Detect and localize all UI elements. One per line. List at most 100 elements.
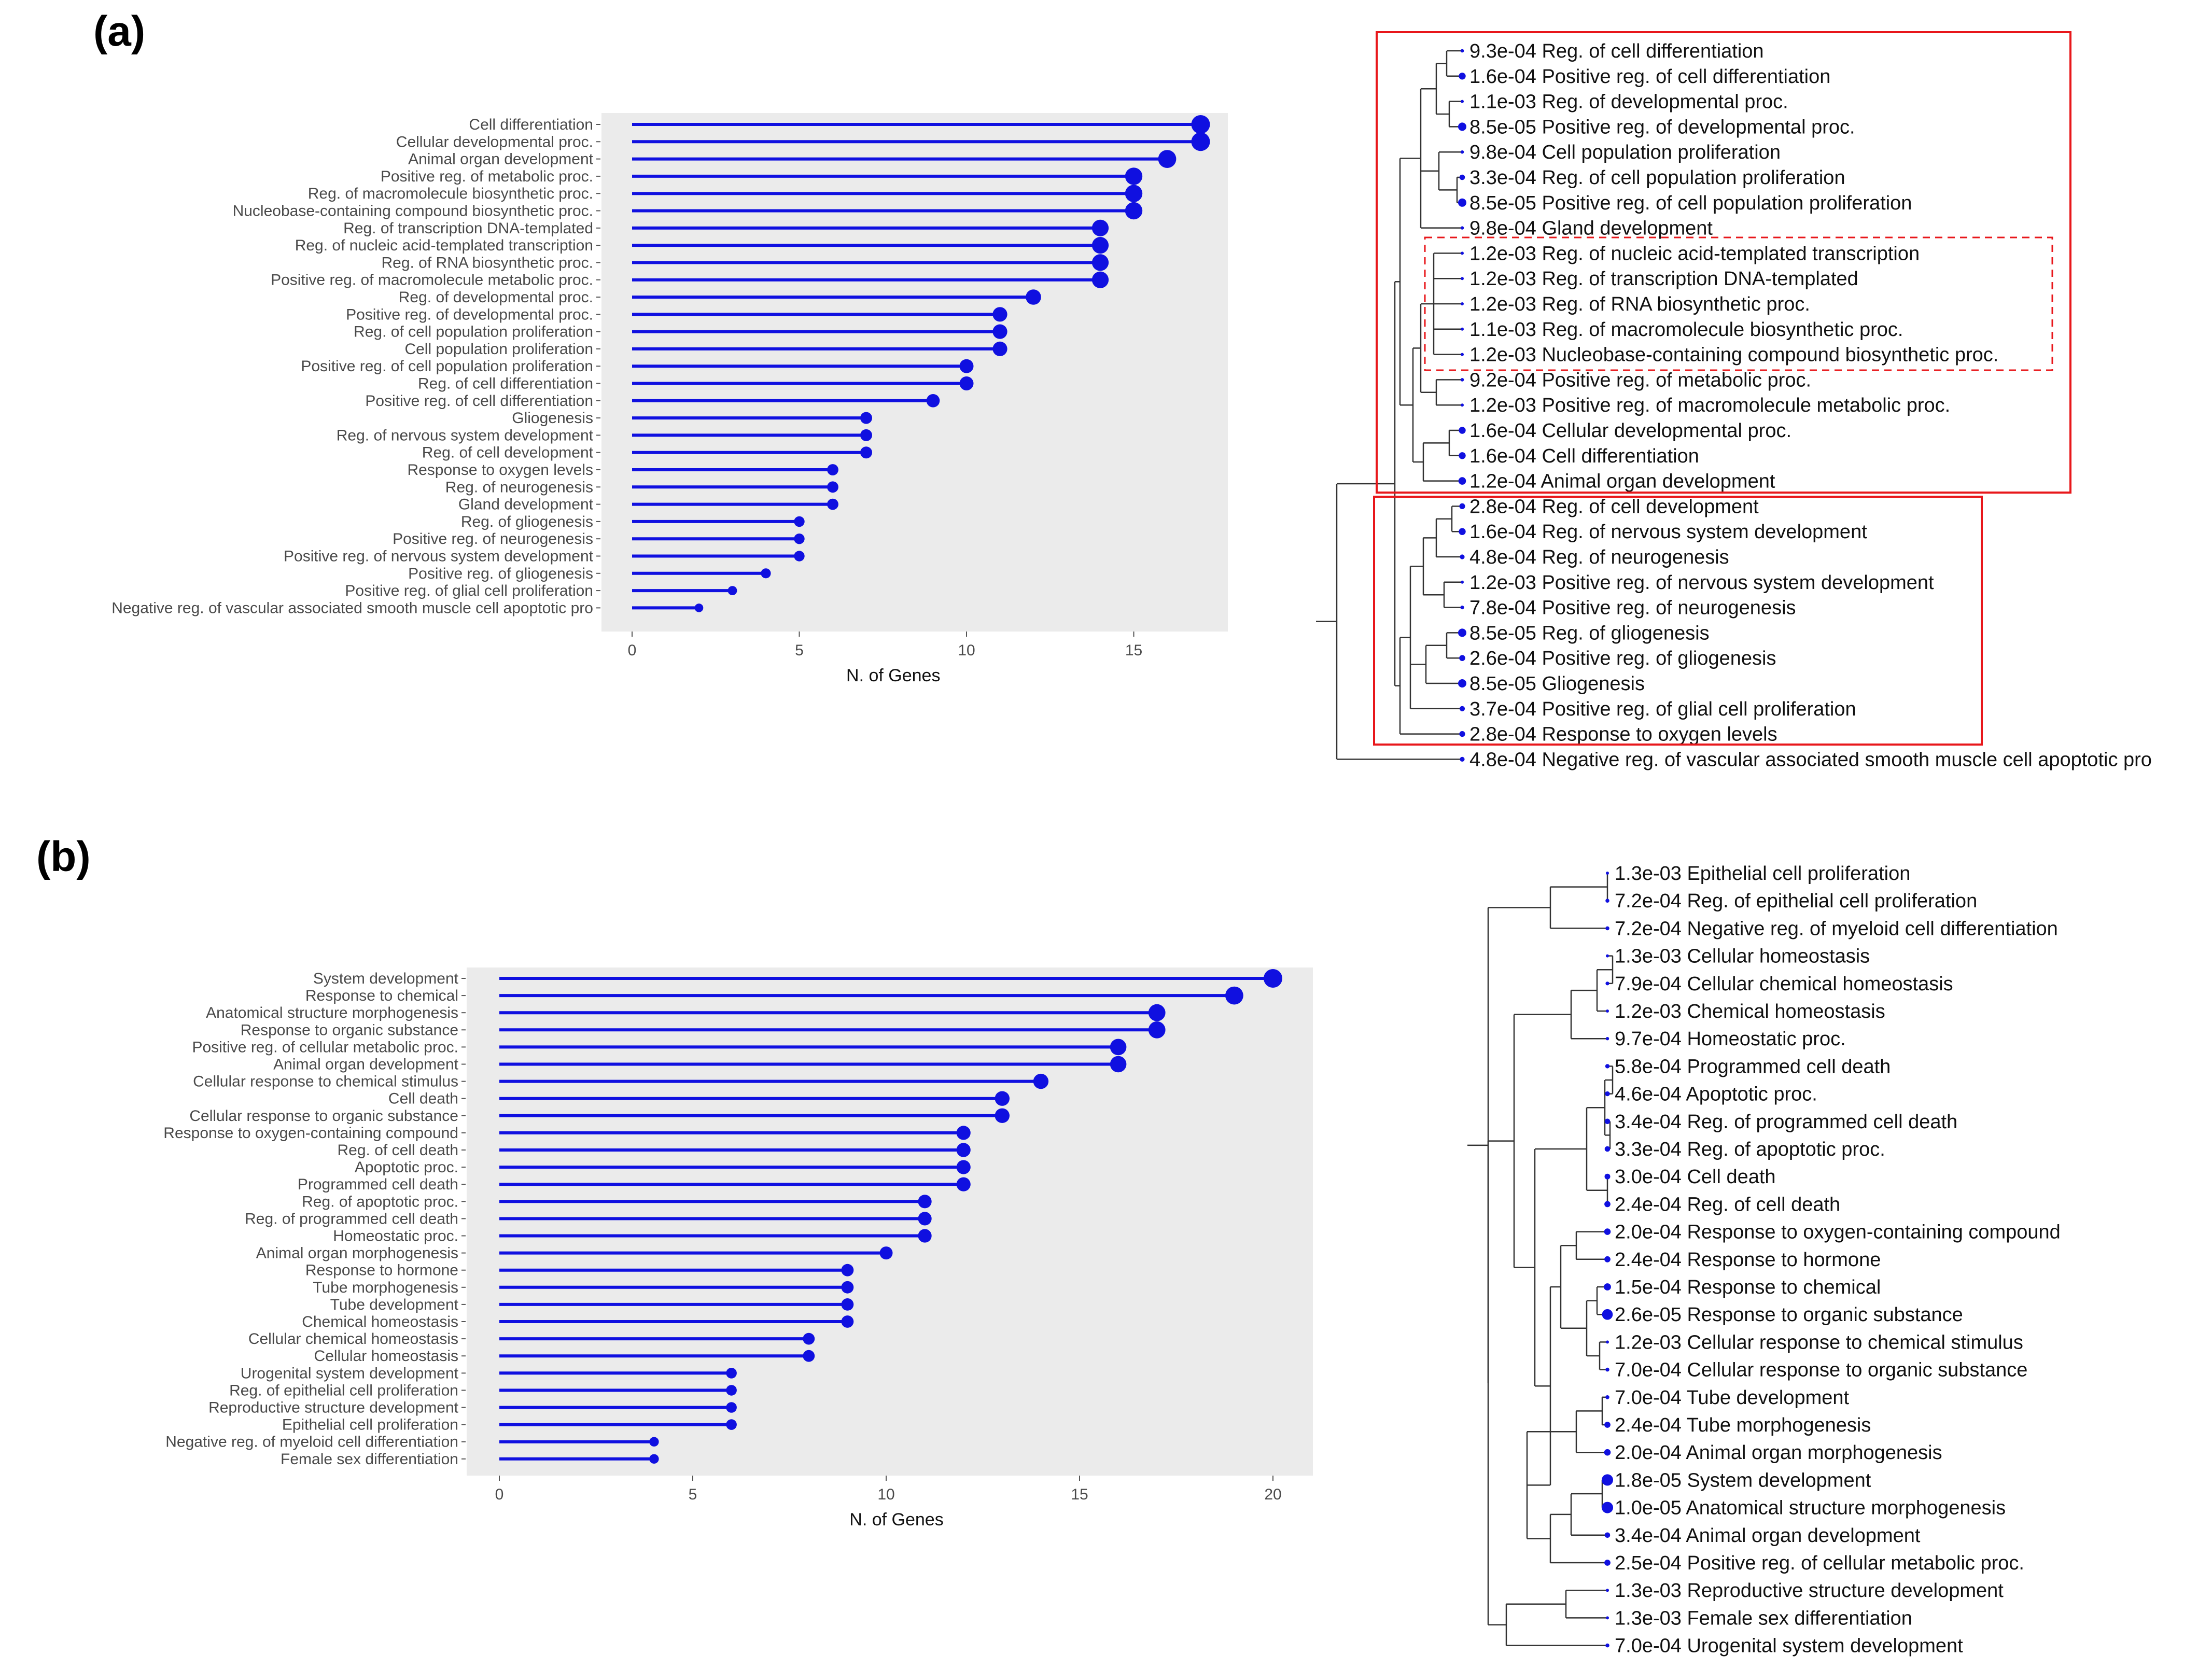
category-label: Apoptotic proc. [355,1159,458,1176]
tree-leaf-positive-reg-of-developmental-proc: 8.5e-05 Positive reg. of developmental p… [1458,116,1855,138]
category-label: Gland development [458,496,594,513]
tree-leaf-reg-of-transcription-dna-templated: 1.2e-03 Reg. of transcription DNA-templa… [1461,268,1858,290]
tree-leaf-reg-of-developmental-proc: 1.1e-03 Reg. of developmental proc. [1461,91,1788,113]
lollipop-dot [992,324,1007,339]
tree-leaf-reg-of-epithelial-cell-proliferation: 7.2e-04 Reg. of epithelial cell prolifer… [1605,890,1977,912]
lollipop-dot [649,1454,659,1464]
leaf-dot [1461,580,1464,584]
lollipop-a-reg-of-transcription-dna-templated: Reg. of transcription DNA-templated [343,219,1109,237]
leaf-dot [1458,679,1466,688]
tree-leaf-reg-of-cell-differentiation: 9.3e-04 Reg. of cell differentiation [1460,40,1764,62]
category-label: Anatomical structure morphogenesis [206,1004,458,1021]
leaf-label: 2.8e-04 Reg. of cell development [1469,496,1759,517]
leaf-label: 1.2e-03 Chemical homeostasis [1615,1001,1885,1022]
category-label: Female sex differentiation [281,1451,458,1468]
category-label: Cellular homeostasis [314,1348,458,1365]
leaf-dot [1605,926,1609,931]
category-label: Animal organ morphogenesis [256,1245,458,1262]
lollipop-dot [918,1195,932,1209]
tree-leaf-negative-reg-of-vascular-associated-smooth-muscle-cell-apoptotic-pro: 4.8e-04 Negative reg. of vascular associ… [1460,749,2152,770]
leaf-label: 1.2e-03 Cellular response to chemical st… [1615,1331,2023,1353]
lollipop-a-response-to-oxygen-levels: Response to oxygen levels [407,461,838,479]
category-label: Reg. of cell death [338,1142,458,1159]
leaf-label: 4.8e-04 Negative reg. of vascular associ… [1469,749,2152,770]
leaf-label: 1.2e-03 Reg. of transcription DNA-templa… [1469,268,1858,290]
lollipop-dot [1091,254,1109,271]
leaf-label: 9.3e-04 Reg. of cell differentiation [1469,40,1764,62]
leaf-dot [1460,554,1465,559]
leaf-label: 8.5e-05 Reg. of gliogenesis [1469,622,1710,644]
lollipop-b-reg-of-apoptotic-proc: Reg. of apoptotic proc. [302,1193,932,1210]
category-label: Positive reg. of cellular metabolic proc… [192,1039,458,1056]
lollipop-a-positive-reg-of-glial-cell-proliferation: Positive reg. of glial cell proliferatio… [345,582,737,599]
category-label: Nucleobase-containing compound biosynthe… [233,203,593,220]
leaf-dot [1461,100,1464,103]
x-tick-label: 20 [1264,1486,1281,1503]
category-label: Reg. of developmental proc. [399,289,593,306]
tree-leaf-positive-reg-of-cell-differentiation: 1.6e-04 Positive reg. of cell differenti… [1459,66,1830,88]
leaf-dot [1459,427,1466,434]
leaf-dot [1605,1037,1609,1041]
leaf-dot [1604,1560,1611,1566]
category-label: Reg. of epithelial cell proliferation [229,1382,458,1399]
category-label: Cell population proliferation [404,341,593,358]
lollipop-dot [1191,132,1210,151]
category-label: Tube development [330,1296,459,1313]
leaf-label: 1.8e-05 System development [1615,1469,1871,1491]
category-label: Response to oxygen levels [407,461,593,479]
lollipop-dot [959,359,974,373]
tree-leaf-positive-reg-of-gliogenesis: 2.6e-04 Positive reg. of gliogenesis [1459,648,1776,669]
x-tick-label: 10 [958,642,975,659]
lollipop-b-reproductive-structure-development: Reproductive structure development [208,1399,737,1416]
lollipop-dot [1158,150,1177,168]
x-axis-title: N. of Genes [849,1510,943,1530]
leaf-label: 3.7e-04 Positive reg. of glial cell prol… [1469,698,1856,720]
tree-leaf-animal-organ-development: 1.2e-04 Animal organ development [1458,471,1775,493]
tree-leaf-positive-reg-of-metabolic-proc: 9.2e-04 Positive reg. of metabolic proc. [1460,369,1811,391]
leaf-label: 2.6e-04 Positive reg. of gliogenesis [1469,648,1776,669]
leaf-label: 3.4e-04 Reg. of programmed cell death [1615,1111,1957,1133]
lollipop-b-animal-organ-morphogenesis: Animal organ morphogenesis [256,1245,893,1262]
leaf-dot [1602,1309,1613,1320]
lollipop-dot [827,498,838,510]
category-label: System development [313,970,459,987]
leaf-label: 1.5e-04 Response to chemical [1615,1277,1881,1298]
lollipop-dot [1148,1004,1166,1021]
lollipop-dot [995,1108,1010,1123]
lollipop-b-reg-of-epithelial-cell-proliferation: Reg. of epithelial cell proliferation [229,1382,737,1399]
tree-leaf-cellular-response-to-chemical-stimulus: 1.2e-03 Cellular response to chemical st… [1606,1331,2023,1353]
lollipop-a-positive-reg-of-cell-differentiation: Positive reg. of cell differentiation [365,392,940,410]
lollipop-dot [918,1212,932,1226]
lollipop-dot [1033,1073,1049,1089]
leaf-dot [1606,872,1609,875]
category-label: Reg. of programmed cell death [245,1210,458,1227]
category-label: Cell differentiation [469,116,593,133]
leaf-dot [1605,1643,1609,1648]
lollipop-dot [726,1385,737,1396]
lollipop-b-anatomical-structure-morphogenesis: Anatomical structure morphogenesis [206,1004,1166,1021]
tree-leaf-apoptotic-proc: 4.6e-04 Apoptotic proc. [1605,1084,1817,1105]
lollipop-b-cellular-homeostasis: Cellular homeostasis [314,1348,815,1365]
lollipop-a-positive-reg-of-neurogenesis: Positive reg. of neurogenesis [393,530,805,548]
lollipop-dot [827,481,838,493]
lollipop-a-gliogenesis: Gliogenesis [512,410,872,427]
leaf-label: 9.8e-04 Gland development [1469,218,1713,240]
tree-leaf-gland-development: 9.8e-04 Gland development [1460,218,1713,240]
leaf-dot [1605,981,1609,986]
category-label: Negative reg. of vascular associated smo… [111,599,593,616]
lollipop-dot [926,394,940,408]
leaf-label: 1.0e-05 Anatomical structure morphogenes… [1615,1497,2006,1519]
lollipop-dot [1091,271,1109,288]
lollipop-dot [879,1246,893,1260]
lollipop-dot [992,307,1007,322]
leaf-dot [1604,1283,1611,1291]
tree-leaf-epithelial-cell-proliferation: 1.3e-03 Epithelial cell proliferation [1606,863,1910,885]
leaf-label: 7.0e-04 Urogenital system development [1615,1635,1963,1657]
leaf-label: 2.6e-05 Response to organic substance [1615,1304,1963,1326]
tree-leaf-animal-organ-morphogenesis: 2.0e-04 Animal organ morphogenesis [1604,1442,1942,1464]
lollipop-a-reg-of-cell-development: Reg. of cell development [422,444,872,461]
leaf-label: 7.0e-04 Cellular response to organic sub… [1615,1359,2027,1381]
leaf-label: 1.2e-03 Nucleobase-containing compound b… [1469,344,1998,366]
lollipop-a-cell-differentiation: Cell differentiation [469,115,1210,134]
category-label: Positive reg. of developmental proc. [346,306,593,323]
